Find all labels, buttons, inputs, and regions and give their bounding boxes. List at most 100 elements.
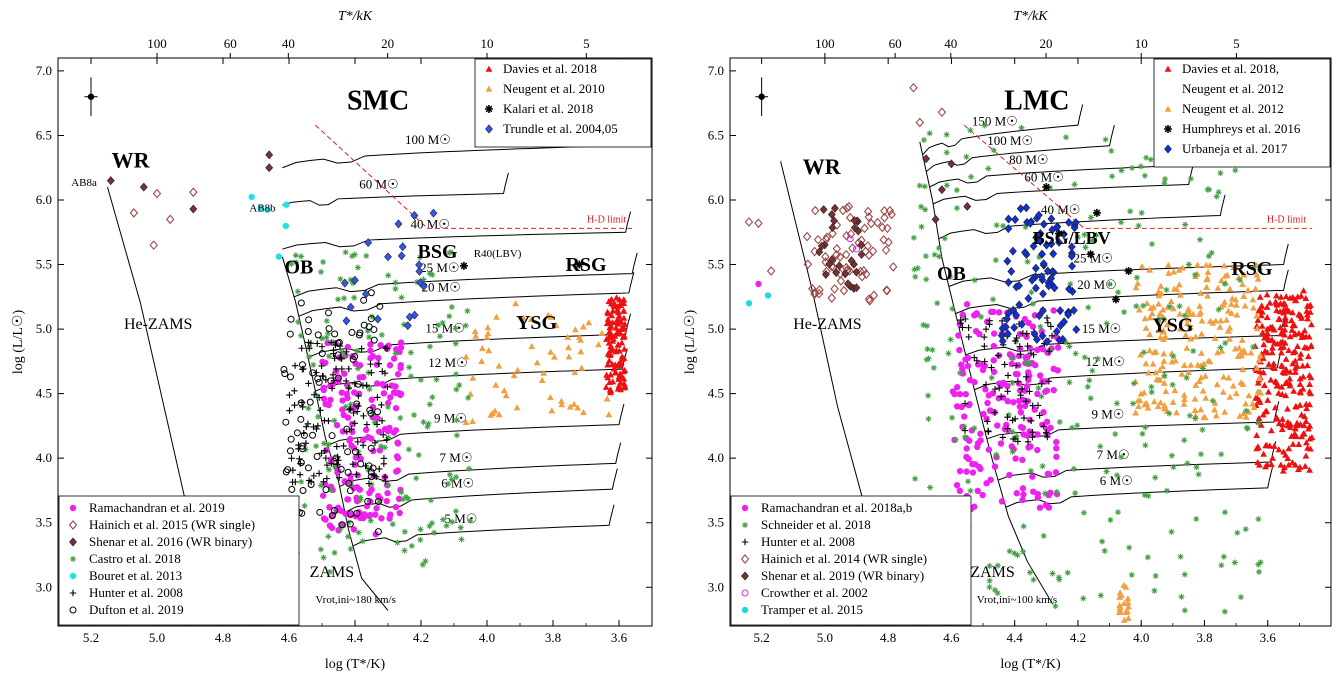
data-point	[350, 280, 357, 287]
data-point	[1043, 418, 1051, 425]
data-point	[1212, 317, 1220, 324]
data-point	[288, 455, 295, 462]
data-point	[847, 256, 856, 266]
data-point	[1274, 415, 1281, 422]
data-point	[620, 307, 628, 314]
data-point	[403, 321, 412, 331]
data-point	[1271, 339, 1278, 346]
data-point	[437, 333, 444, 340]
data-point	[365, 462, 373, 470]
data-point	[1108, 147, 1115, 154]
data-point	[1273, 379, 1280, 386]
data-point	[392, 503, 400, 511]
data-point	[1299, 362, 1307, 369]
data-point	[464, 307, 471, 314]
data-point	[616, 319, 623, 326]
data-point	[953, 403, 961, 410]
data-point	[755, 280, 762, 288]
track-mass-label: 15 M☉	[1082, 321, 1121, 336]
data-point	[371, 439, 379, 447]
data-point	[1232, 296, 1240, 303]
data-point	[371, 419, 378, 426]
data-point	[1159, 306, 1167, 313]
data-point	[998, 317, 1006, 325]
data-point	[449, 518, 456, 525]
data-point	[372, 414, 380, 421]
lmc-hrd-panel: 5.2 5.0 4.8 4.6 4.4 4.2 4.0 3.8 3.63.03.54.04.55…	[683, 9, 1332, 672]
data-point	[1031, 263, 1040, 273]
data-point	[1054, 367, 1061, 374]
data-point	[485, 347, 493, 354]
data-point	[332, 509, 339, 516]
data-point	[1004, 398, 1012, 405]
data-point	[320, 395, 328, 402]
data-point	[1267, 325, 1275, 332]
data-point	[965, 401, 973, 409]
data-point	[313, 369, 320, 376]
y-tick-label: 4.5	[708, 386, 724, 401]
legend-label: Davies et al. 2018,	[1182, 61, 1279, 76]
data-point	[319, 492, 327, 499]
data-point	[417, 536, 424, 543]
data-point	[1067, 251, 1076, 261]
data-point	[1039, 259, 1048, 269]
data-point	[853, 245, 861, 253]
legend-marker	[740, 554, 750, 564]
data-point	[1160, 379, 1168, 386]
data-point	[1306, 401, 1314, 408]
y-tick-label: 6.5	[708, 127, 724, 142]
data-point	[1030, 576, 1037, 583]
data-point	[1256, 293, 1264, 300]
data-point	[322, 400, 329, 408]
data-point	[527, 315, 535, 322]
x-tick-label: 4.6	[943, 630, 960, 645]
data-point	[1056, 418, 1063, 425]
data-point	[440, 516, 447, 523]
data-point	[374, 394, 381, 401]
data-point	[1283, 306, 1291, 313]
legend-label: Kalari et al. 2018	[503, 101, 593, 116]
data-point	[1013, 334, 1020, 342]
data-point	[318, 335, 325, 342]
data-point	[1302, 452, 1310, 459]
data-point	[1019, 424, 1027, 432]
data-point	[314, 392, 321, 399]
data-point	[1145, 369, 1152, 376]
data-point	[456, 382, 463, 389]
data-point	[1016, 343, 1023, 350]
data-point	[998, 381, 1005, 388]
data-point	[1039, 289, 1047, 299]
data-point	[1192, 271, 1199, 278]
data-point	[1170, 353, 1177, 360]
data-point	[1004, 329, 1012, 339]
evolutionary-track	[929, 145, 1163, 188]
data-point	[1064, 310, 1073, 320]
data-point	[1030, 300, 1037, 307]
data-point	[1130, 400, 1137, 407]
data-point	[986, 317, 993, 324]
data-point	[298, 478, 305, 485]
data-point	[1273, 299, 1281, 307]
data-point	[365, 323, 373, 331]
data-point	[415, 452, 422, 459]
data-point	[984, 318, 991, 325]
data-point	[415, 260, 423, 270]
data-point	[602, 383, 610, 390]
data-point	[1141, 315, 1149, 322]
data-point	[1282, 317, 1290, 324]
data-point	[1260, 450, 1268, 457]
data-point	[1159, 363, 1166, 370]
data-point	[1081, 231, 1088, 238]
data-point	[1028, 289, 1035, 296]
data-point	[439, 319, 446, 326]
data-point	[318, 362, 325, 370]
data-point	[1004, 224, 1013, 234]
data-point	[1306, 466, 1313, 473]
data-point	[880, 212, 889, 223]
data-point	[1219, 388, 1227, 395]
data-point	[1085, 304, 1092, 311]
data-point	[1155, 288, 1162, 295]
data-point	[384, 252, 392, 262]
data-point	[1180, 361, 1188, 368]
data-point	[1166, 410, 1173, 417]
